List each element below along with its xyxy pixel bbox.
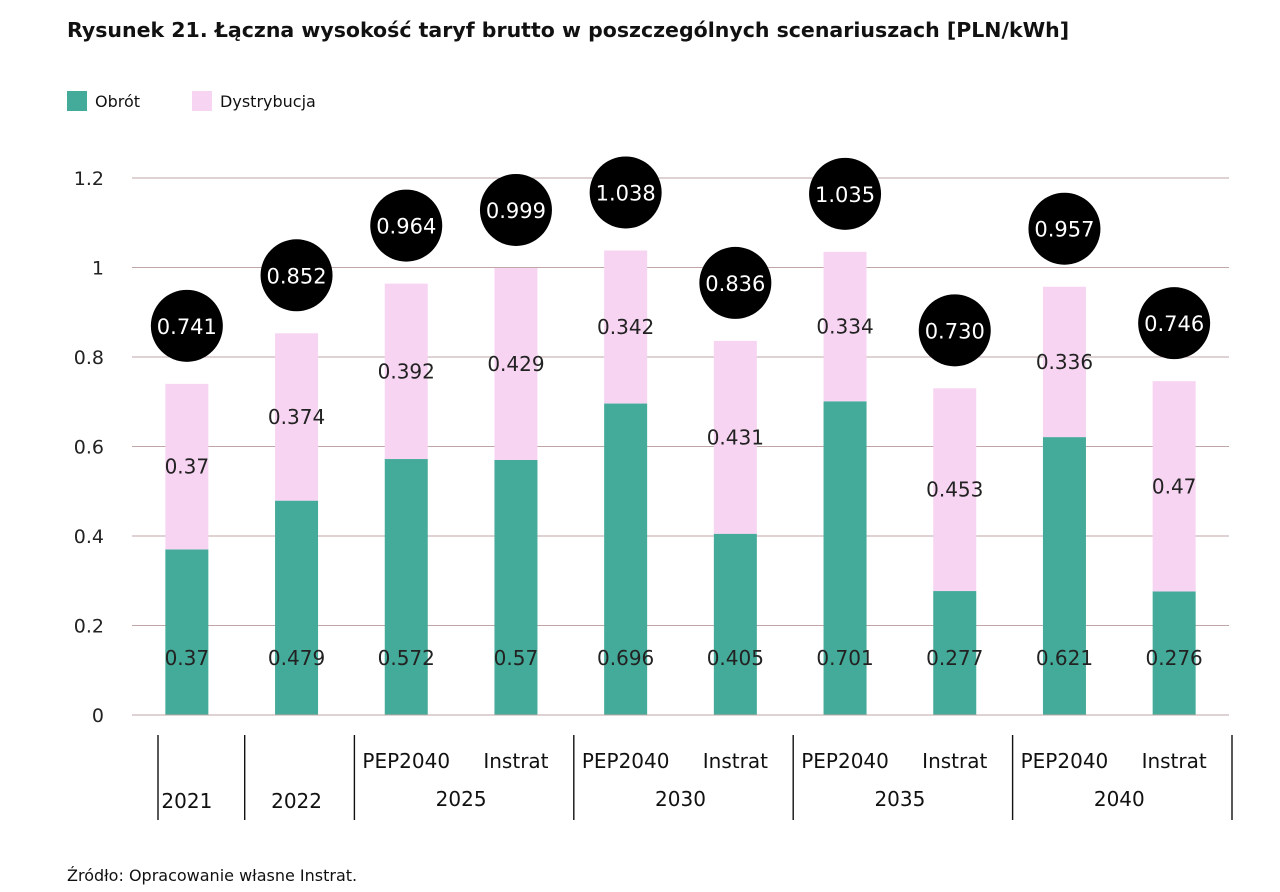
legend: Obrót Dystrybucja bbox=[67, 90, 368, 112]
data-label-obrot: 0.276 bbox=[1146, 646, 1203, 670]
bar-dystrybucja bbox=[604, 250, 648, 404]
x-sub-label: PEP2040 bbox=[362, 749, 450, 773]
x-sub-label: Instrat bbox=[922, 749, 987, 773]
data-label-dystrybucja: 0.431 bbox=[707, 425, 764, 449]
data-label-dystrybucja: 0.342 bbox=[597, 315, 654, 339]
total-label: 0.836 bbox=[705, 272, 765, 296]
total-label: 0.852 bbox=[266, 264, 326, 288]
total-bubble bbox=[479, 173, 552, 246]
data-label-dystrybucja: 0.374 bbox=[268, 405, 325, 429]
bar-obrot bbox=[275, 500, 319, 715]
data-label-dystrybucja: 0.453 bbox=[926, 478, 983, 502]
y-tick-label: 1.2 bbox=[74, 168, 104, 190]
legend-label-dystrybucja: Dystrybucja bbox=[220, 91, 316, 111]
bar-dystrybucja bbox=[275, 333, 319, 501]
data-label-obrot: 0.701 bbox=[816, 646, 873, 670]
chart-title: Rysunek 21. Łączna wysokość taryf brutto… bbox=[67, 18, 1070, 42]
x-sub-label: PEP2040 bbox=[801, 749, 889, 773]
total-label: 0.746 bbox=[1144, 312, 1204, 336]
bar-dystrybucja bbox=[713, 340, 757, 534]
total-label: 0.730 bbox=[925, 319, 985, 343]
bar-dystrybucja bbox=[384, 283, 428, 460]
data-label-obrot: 0.479 bbox=[268, 646, 325, 670]
x-sub-label: Instrat bbox=[1142, 749, 1207, 773]
x-sub-label: Instrat bbox=[703, 749, 768, 773]
total-bubble bbox=[370, 189, 443, 262]
bar-obrot bbox=[165, 549, 209, 715]
total-bubble bbox=[809, 157, 882, 230]
total-bubble bbox=[918, 294, 991, 367]
bar-dystrybucja bbox=[933, 388, 977, 592]
y-tick-label: 0.4 bbox=[74, 526, 104, 548]
bar-dystrybucja bbox=[1152, 381, 1196, 592]
total-label: 0.741 bbox=[157, 315, 217, 339]
bar-dystrybucja bbox=[494, 267, 538, 460]
legend-label-obrot: Obrót bbox=[95, 91, 141, 111]
data-label-obrot: 0.37 bbox=[165, 646, 210, 670]
total-bubble bbox=[1028, 192, 1101, 265]
total-label: 1.038 bbox=[596, 181, 656, 205]
bar-obrot bbox=[604, 403, 648, 715]
data-label-dystrybucja: 0.37 bbox=[165, 455, 210, 479]
total-label: 0.957 bbox=[1034, 218, 1094, 242]
legend-swatch-obrot bbox=[67, 91, 87, 111]
data-label-obrot: 0.696 bbox=[597, 646, 654, 670]
bar-obrot bbox=[933, 591, 977, 715]
total-bubble bbox=[1138, 287, 1211, 360]
data-label-obrot: 0.572 bbox=[378, 646, 435, 670]
source-note: Źródło: Opracowanie własne Instrat. bbox=[67, 866, 358, 885]
x-group-label: 2035 bbox=[874, 787, 925, 811]
bar-obrot bbox=[1152, 591, 1196, 715]
x-group-label: 2022 bbox=[271, 789, 322, 813]
legend-swatch-dystrybucja bbox=[192, 91, 213, 111]
bar-dystrybucja bbox=[165, 383, 209, 550]
bar-obrot bbox=[384, 459, 428, 715]
bar-dystrybucja bbox=[1042, 286, 1086, 438]
legend-item-obrot: Obrót bbox=[67, 91, 140, 111]
x-sub-label: PEP2040 bbox=[582, 749, 670, 773]
data-label-obrot: 0.405 bbox=[707, 646, 764, 670]
data-label-dystrybucja: 0.429 bbox=[487, 352, 544, 376]
x-group-label: 2040 bbox=[1094, 787, 1145, 811]
data-label-dystrybucja: 0.47 bbox=[1152, 474, 1197, 498]
x-group-label: 2030 bbox=[655, 787, 706, 811]
x-group-label: 2021 bbox=[161, 789, 212, 813]
total-label: 0.964 bbox=[376, 215, 436, 239]
x-sub-label: Instrat bbox=[483, 749, 548, 773]
total-label: 0.999 bbox=[486, 199, 546, 223]
total-label: 1.035 bbox=[815, 183, 875, 207]
data-label-dystrybucja: 0.392 bbox=[378, 359, 435, 383]
bar-dystrybucja bbox=[823, 251, 867, 402]
total-bubble bbox=[260, 239, 333, 312]
x-sub-label: PEP2040 bbox=[1021, 749, 1109, 773]
data-label-obrot: 0.277 bbox=[926, 646, 983, 670]
bar-obrot bbox=[1042, 437, 1086, 715]
bar-obrot bbox=[713, 533, 757, 715]
y-tick-label: 0.6 bbox=[74, 437, 104, 459]
data-label-dystrybucja: 0.336 bbox=[1036, 350, 1093, 374]
y-tick-label: 1 bbox=[92, 258, 104, 280]
data-label-dystrybucja: 0.334 bbox=[816, 315, 873, 339]
y-tick-label: 0.8 bbox=[74, 347, 104, 369]
legend-item-dystrybucja: Dystrybucja bbox=[192, 91, 316, 111]
total-bubble bbox=[699, 246, 772, 319]
bar-obrot bbox=[823, 401, 867, 715]
y-tick-label: 0.2 bbox=[74, 616, 104, 638]
x-group-label: 2025 bbox=[436, 787, 487, 811]
y-tick-label: 0 bbox=[92, 705, 104, 727]
total-bubble bbox=[150, 289, 223, 362]
bar-obrot bbox=[494, 459, 538, 715]
data-label-obrot: 0.57 bbox=[494, 646, 539, 670]
data-label-obrot: 0.621 bbox=[1036, 646, 1093, 670]
total-bubble bbox=[589, 156, 662, 229]
